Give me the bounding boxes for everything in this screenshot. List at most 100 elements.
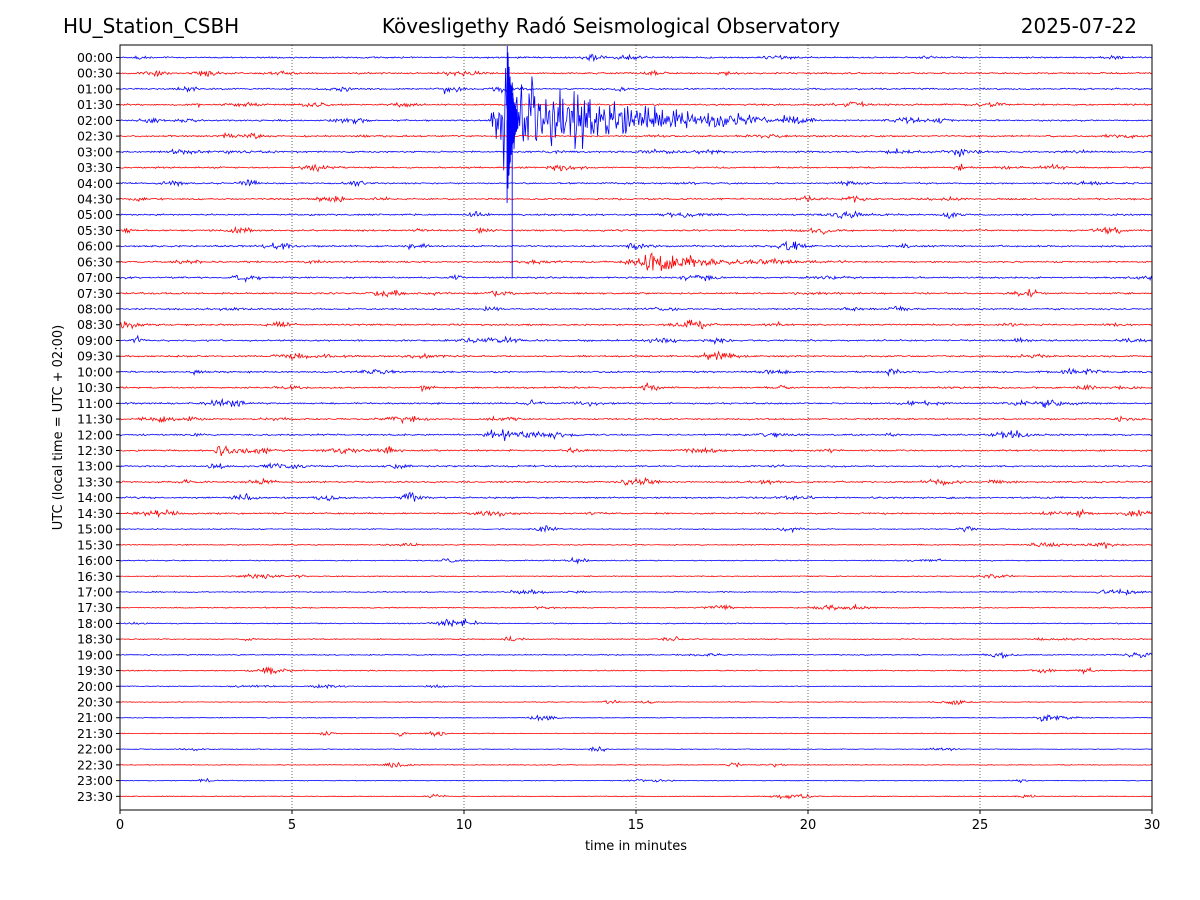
y-axis-label: UTC (local time = UTC + 02:00)	[51, 325, 66, 530]
y-tick-label: 05:30	[77, 223, 113, 238]
y-tick-label: 13:30	[77, 474, 113, 489]
trace-line	[119, 603, 1153, 611]
y-tick-label: 20:30	[77, 695, 113, 710]
y-tick-label: 23:00	[77, 773, 113, 788]
trace-line	[119, 334, 1153, 345]
trace-line	[119, 588, 1153, 596]
y-tick-label: 18:30	[77, 632, 113, 647]
y-tick-label: 21:30	[77, 726, 113, 741]
x-tick-label: 20	[800, 818, 817, 833]
trace-line	[119, 210, 1153, 220]
y-tick-label: 11:30	[77, 412, 113, 427]
y-tick-label: 09:30	[77, 349, 113, 364]
trace-line	[119, 541, 1153, 549]
trace-line	[119, 305, 1153, 312]
trace-line	[119, 225, 1153, 235]
trace-line	[119, 635, 1153, 642]
y-tick-label: 15:00	[77, 522, 113, 537]
trace-line	[119, 508, 1153, 519]
trace-line	[119, 179, 1153, 188]
trace-line	[119, 525, 1153, 534]
x-tick-label: 15	[628, 818, 645, 833]
y-tick-label: 21:00	[77, 710, 113, 725]
y-tick-label: 11:00	[77, 396, 113, 411]
y-tick-label: 15:30	[77, 537, 113, 552]
y-tick-label: 09:00	[77, 333, 113, 348]
trace-line	[119, 761, 1153, 769]
y-tick-label: 23:30	[77, 789, 113, 804]
trace-line	[120, 445, 1153, 457]
y-tick-label: 19:00	[77, 647, 113, 662]
earthquake-spike	[506, 45, 518, 278]
trace-line	[119, 252, 1152, 271]
y-tick-label: 05:00	[77, 207, 113, 222]
trace-line	[119, 573, 1153, 580]
grid-lines	[291, 45, 981, 810]
y-tick-label: 02:30	[77, 129, 113, 144]
y-tick-label: 22:30	[77, 757, 113, 772]
y-tick-label: 19:30	[77, 663, 113, 678]
x-tick-label: 25	[972, 818, 989, 833]
trace-line	[119, 683, 1153, 690]
y-tick-label: 01:00	[77, 81, 113, 96]
trace-line	[119, 730, 1153, 738]
y-tick-label: 03:30	[77, 160, 113, 175]
y-tick-label: 08:30	[77, 317, 113, 332]
trace-line	[119, 462, 1153, 470]
y-tick-label: 00:30	[77, 66, 113, 81]
trace-line	[119, 68, 1153, 171]
trace-line	[119, 350, 1153, 360]
y-tick-label: 14:30	[77, 506, 113, 521]
trace-line	[119, 131, 1153, 140]
trace-line	[119, 163, 1153, 173]
y-tick-label: 10:00	[77, 364, 113, 379]
trace-line	[119, 793, 1152, 800]
y-tick-label: 07:00	[77, 270, 113, 285]
x-tick-label: 5	[288, 818, 296, 833]
trace-line	[119, 367, 1153, 377]
y-tick-label: 20:00	[77, 679, 113, 694]
y-tick-label: 12:00	[77, 427, 113, 442]
trace-line	[119, 666, 1153, 675]
trace-line	[119, 273, 1153, 283]
y-tick-label: 00:00	[77, 50, 113, 65]
y-tick-label: 16:30	[77, 569, 113, 584]
station-name: HU_Station_CSBH	[63, 14, 240, 38]
y-tick-label: 03:00	[77, 144, 113, 159]
x-tick-label: 30	[1144, 818, 1161, 833]
trace-line	[119, 491, 1153, 502]
y-tick-label: 16:00	[77, 553, 113, 568]
y-tick-label: 10:30	[77, 380, 113, 395]
trace-line	[119, 476, 1153, 487]
trace-line	[119, 397, 1152, 408]
y-tick-label: 12:30	[77, 443, 113, 458]
chart-title: Kövesligethy Radó Seismological Observat…	[381, 14, 841, 38]
seismic-traces	[119, 45, 1153, 800]
y-tick-label: 08:00	[77, 302, 113, 317]
trace-line	[119, 100, 1153, 109]
x-axis-label: time in minutes	[585, 839, 687, 854]
y-tick-label: 02:00	[77, 113, 113, 128]
y-tick-label: 17:00	[77, 584, 113, 599]
trace-line	[119, 382, 1153, 393]
x-axis: 0 5 10 15 20 25 30	[116, 810, 1160, 833]
trace-line	[119, 777, 1153, 784]
x-tick-label: 0	[116, 818, 124, 833]
y-tick-label: 22:00	[77, 742, 113, 757]
trace-line	[119, 556, 1153, 565]
y-tick-label: 14:00	[77, 490, 113, 505]
trace-line	[119, 415, 1153, 425]
trace-line	[119, 651, 1153, 659]
y-tick-label: 01:30	[77, 97, 113, 112]
y-tick-label: 04:30	[77, 191, 113, 206]
trace-line	[120, 148, 1153, 158]
y-tick-label: 13:00	[77, 459, 113, 474]
y-axis: 00:0000:3001:0001:3002:0002:3003:0003:30…	[77, 50, 120, 804]
trace-line	[119, 713, 1153, 723]
trace-line	[119, 319, 1153, 330]
trace-line	[120, 746, 1153, 753]
y-tick-label: 04:00	[77, 176, 113, 191]
trace-line	[119, 618, 1153, 627]
trace-line	[119, 53, 1153, 63]
